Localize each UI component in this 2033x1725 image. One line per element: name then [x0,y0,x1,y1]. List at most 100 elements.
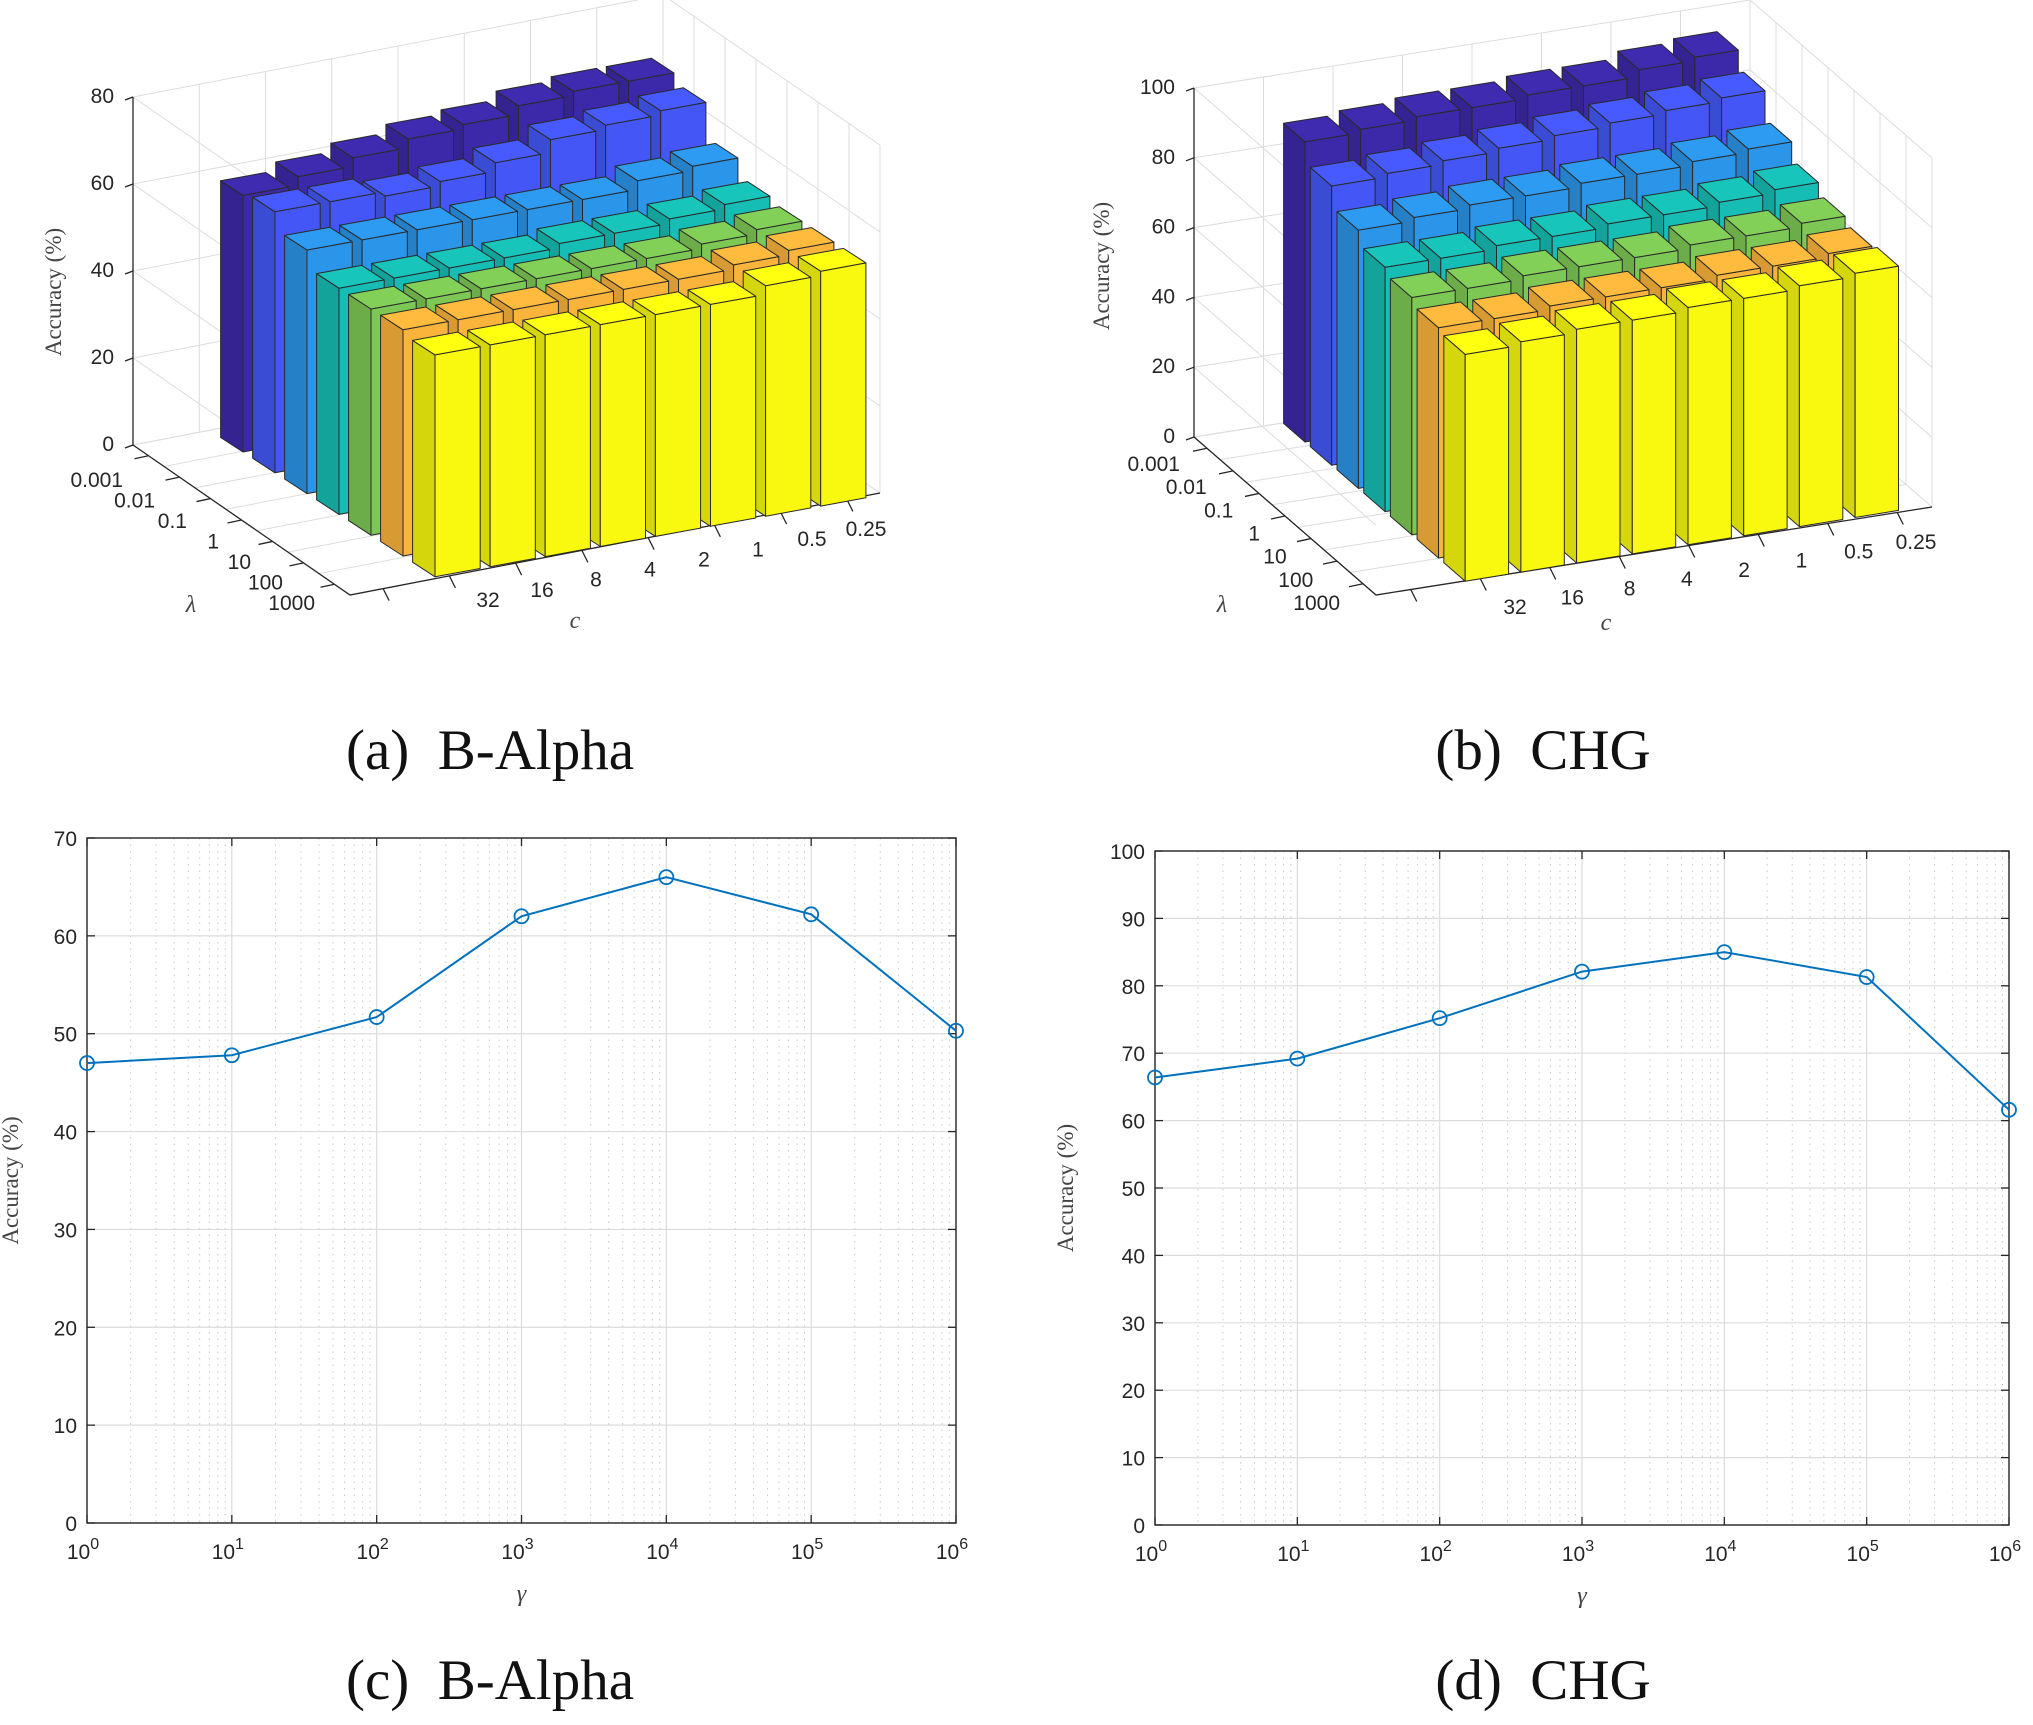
bar-top-face [582,101,652,126]
bar-top-face [1586,197,1652,225]
bar-side-face [316,273,340,515]
bar-front-face [1576,321,1621,564]
bar-lambda-1000-c-4 [1610,293,1677,555]
data-point-marker [948,1022,964,1039]
floor-axis-lines [1193,436,1933,596]
c-tick [1827,523,1835,536]
bar-top-face [1365,147,1432,174]
bar-lambda-1000-c-1 [1721,272,1788,537]
series-line [86,876,957,1065]
bar-top-face [1583,270,1650,298]
z-tick [1185,436,1195,441]
caption-d: (d) CHG [1435,1649,1651,1712]
bar-top-face [623,235,693,259]
lambda-tick [1244,492,1260,498]
c-tick-label: 32 [476,589,499,612]
bar-top-face [1724,209,1790,237]
bar-top-face [513,255,582,280]
bar-top-face [1695,249,1761,276]
grid [86,837,957,1524]
x-tick-label: 100 [1135,1538,1167,1566]
x-tick-base: 10 [646,1541,669,1564]
x-tick-label: 104 [646,1536,678,1564]
bar-top-face [284,226,353,251]
caption-c: (c) B-Alpha [345,1649,635,1712]
bar-top-face [440,101,510,125]
y-tick-label: 0 [65,1513,77,1536]
c-tick-label: 32 [1503,596,1526,619]
bar-front-face [1631,312,1677,555]
bar-side-face [1416,308,1439,559]
data-point-marker [1289,1050,1306,1067]
c-tick-label: 0.5 [1844,540,1873,563]
bar-lambda-1000-c-0.5 [1777,259,1844,528]
c-tick [515,562,523,576]
y-tick-label: 0 [1133,1515,1145,1538]
c-axis-label: c [570,608,581,634]
bar-top-face [669,142,739,167]
x-tick-label: 101 [212,1536,244,1564]
bar-side-face [284,234,308,495]
x-tick-base: 10 [1704,1543,1727,1566]
x-tick-label: 102 [1420,1538,1452,1566]
y-tick-label: 70 [54,828,77,851]
c-tick-label: 2 [698,548,710,571]
bar-lambda-1000-c-32 [1443,328,1510,582]
y-tick-label: 60 [54,926,77,949]
bar-top-face [348,285,417,310]
c-tick [1896,512,1904,525]
bar-side-face [1363,248,1386,513]
y-tick-label: 40 [54,1122,77,1145]
x-axis-label: γ [517,1581,527,1607]
x-tick-label: 103 [501,1536,533,1564]
data-point-marker [803,906,820,923]
bar-side-face [220,180,244,453]
bar-side-face [1309,166,1333,466]
bar-top-face [1309,159,1376,187]
bar-top-face [220,172,289,196]
bar-top-face [1753,163,1819,191]
data-point-marker [79,1055,95,1071]
lambda-tick [289,562,304,567]
lambda-tick-label: 1 [1248,523,1260,546]
y-tick-label: 90 [1122,908,1145,931]
bar-top-face [435,296,504,321]
z-tick [124,183,134,188]
c-tick [1757,534,1765,547]
bar-top-face [1363,241,1429,268]
bar-top-face [701,181,771,205]
c-tick-label: 2 [1738,559,1750,582]
bar-front-face [489,336,536,568]
bar-top-face [1392,191,1458,218]
axes [124,96,881,601]
lambda-tick [258,540,273,546]
bar-front-face [1464,346,1510,582]
x-tick-exponent: 1 [1301,1538,1310,1555]
bar-top-face [403,275,472,300]
bar-side-face [1336,211,1359,489]
bar-top-face [536,220,606,244]
bar-top-face [1474,219,1541,247]
bar-top-face [1416,301,1483,329]
bar-top-face [1447,178,1514,206]
bar-top-face [1394,90,1461,118]
z-tick-label: 20 [91,346,114,369]
c-tick [382,588,390,601]
bar-top-face [632,291,702,316]
x-tick-base: 10 [791,1541,814,1564]
lambda-tick-label: 0.1 [1204,499,1233,522]
y-tick-label: 20 [54,1317,77,1340]
z-tick [1185,226,1195,232]
y-tick-label: 80 [1122,976,1145,999]
c-tick-label: 1 [1796,550,1808,573]
bar-top-face [1505,68,1572,96]
x-axis-label: γ [1577,1583,1587,1609]
series-line [1154,951,2010,1111]
bar-side-face [252,196,276,474]
bar-top-face [490,286,559,311]
y-tick-label: 100 [1110,841,1145,864]
bar-top-face [1639,261,1706,289]
data-point-marker [1431,1010,1448,1027]
c-tick-label: 0.25 [846,518,887,541]
